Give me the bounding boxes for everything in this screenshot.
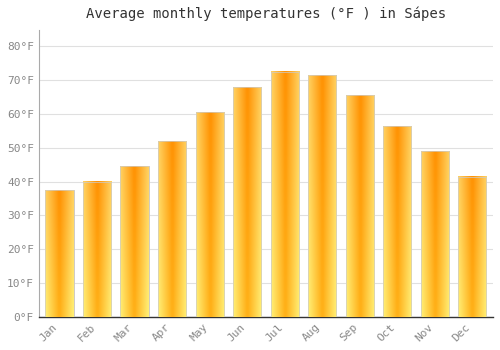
Bar (270, 72, 299, 317)
Bar (158, 141, 186, 317)
Bar (83, 182, 111, 317)
Bar (196, 112, 224, 317)
Bar (458, 176, 486, 317)
Bar (346, 96, 374, 317)
Bar (233, 87, 261, 317)
Bar (421, 151, 449, 317)
Bar (46, 190, 74, 317)
Title: Average monthly temperatures (°F ) in Sápes: Average monthly temperatures (°F ) in Sá… (86, 7, 446, 21)
Bar (308, 75, 336, 317)
Bar (308, 75, 336, 317)
Bar (46, 190, 74, 317)
Bar (83, 182, 111, 317)
Bar (120, 166, 148, 317)
Bar (270, 72, 299, 317)
Bar (421, 151, 449, 317)
Bar (458, 176, 486, 317)
Bar (196, 112, 224, 317)
Bar (120, 166, 148, 317)
Bar (158, 141, 186, 317)
Bar (233, 87, 261, 317)
Bar (383, 126, 412, 317)
Bar (383, 126, 412, 317)
Bar (346, 96, 374, 317)
